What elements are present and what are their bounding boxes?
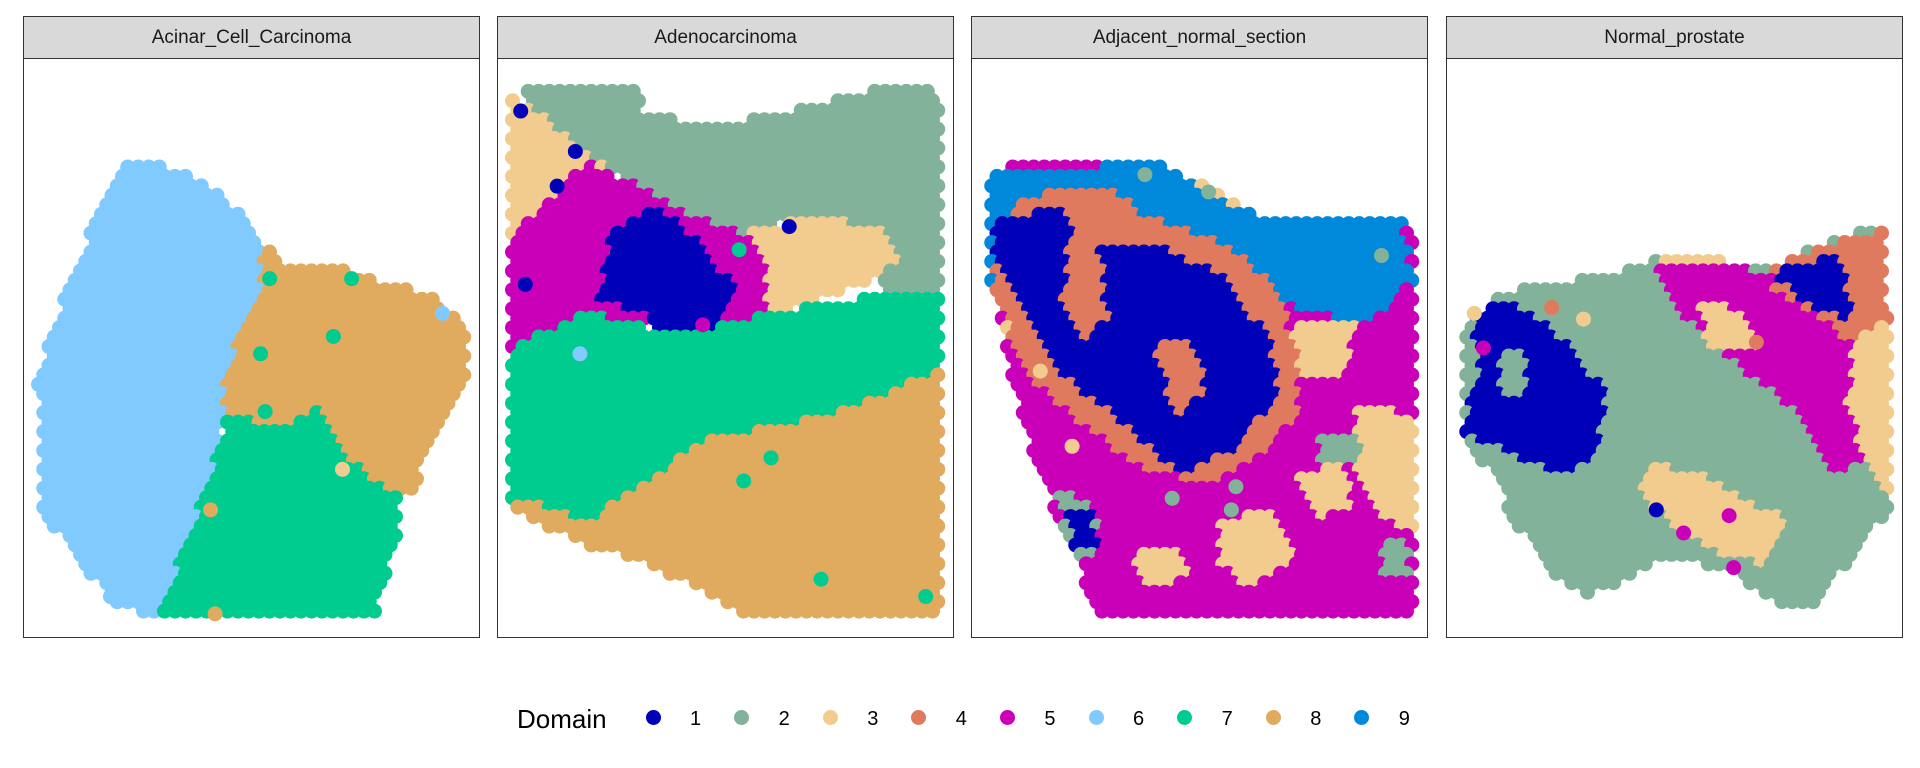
spot xyxy=(736,603,751,619)
spot xyxy=(620,546,636,562)
spot xyxy=(325,603,340,619)
spot xyxy=(594,537,610,553)
spot xyxy=(604,537,620,553)
facet-panel-adenocarcinoma: Adenocarcinoma xyxy=(497,16,954,638)
spot xyxy=(820,603,835,619)
spot xyxy=(720,594,736,610)
spot xyxy=(157,603,172,619)
spot xyxy=(746,603,762,619)
spot xyxy=(262,603,277,619)
spot xyxy=(788,603,804,619)
spatial-scatter xyxy=(505,83,946,619)
spot xyxy=(314,603,330,619)
spot xyxy=(695,317,711,333)
spot xyxy=(904,603,919,619)
spot xyxy=(283,603,298,619)
spot xyxy=(367,603,382,619)
facet-strip-title: Adjacent_normal_section xyxy=(971,16,1428,59)
spot xyxy=(293,603,309,619)
spot xyxy=(781,219,797,235)
spot xyxy=(813,571,829,587)
spot xyxy=(778,603,793,619)
spot xyxy=(403,480,419,496)
spot xyxy=(893,603,909,619)
spot xyxy=(46,518,62,534)
spot xyxy=(646,556,662,572)
spot xyxy=(883,603,898,619)
spatial-plot-area xyxy=(497,58,954,638)
spot xyxy=(841,603,856,619)
spot xyxy=(572,346,588,362)
spot xyxy=(731,242,747,258)
spot xyxy=(136,603,151,619)
spot xyxy=(188,603,204,619)
spot xyxy=(851,603,867,619)
spot xyxy=(356,603,372,619)
spot xyxy=(83,565,99,581)
spot xyxy=(517,276,533,292)
spot xyxy=(809,603,825,619)
facet-strip-title: Adenocarcinoma xyxy=(497,16,954,59)
spot xyxy=(918,589,934,605)
spot xyxy=(257,404,273,420)
spot xyxy=(207,606,223,622)
spot xyxy=(251,603,267,619)
spot xyxy=(335,461,350,477)
spot xyxy=(120,594,136,610)
spatial-plot-area xyxy=(23,58,480,638)
spot xyxy=(510,499,526,515)
spot xyxy=(335,603,351,619)
spot xyxy=(846,272,862,288)
spot xyxy=(435,305,451,321)
spot xyxy=(662,565,678,581)
spot xyxy=(830,282,846,298)
spot xyxy=(820,282,835,298)
spot xyxy=(799,603,814,619)
spot xyxy=(757,603,772,619)
spatial-scatter xyxy=(31,159,472,622)
spot xyxy=(673,565,688,581)
spot xyxy=(736,473,752,489)
spot xyxy=(178,603,193,619)
facet-panel-acinar: Acinar_Cell_Carcinoma xyxy=(23,16,480,638)
spot xyxy=(230,603,246,619)
spot xyxy=(220,603,235,619)
spot xyxy=(567,143,583,159)
spot xyxy=(914,603,930,619)
spot xyxy=(513,103,529,119)
spot xyxy=(262,271,278,287)
spot xyxy=(344,271,360,287)
spatial-scatter xyxy=(984,159,1420,619)
spatial-plot-area xyxy=(971,58,1428,638)
spot xyxy=(830,603,846,619)
spot xyxy=(253,346,269,362)
spot xyxy=(704,584,720,600)
spot xyxy=(346,603,361,619)
facet-panel-adjacent-normal: Adjacent_normal_section xyxy=(971,16,1428,638)
spot xyxy=(583,537,599,553)
spot xyxy=(862,603,877,619)
spot xyxy=(304,603,319,619)
spot xyxy=(541,518,557,534)
spot xyxy=(872,603,888,619)
spot xyxy=(526,509,541,525)
spot xyxy=(688,575,704,591)
spot xyxy=(272,603,288,619)
spot xyxy=(925,603,940,619)
spot xyxy=(856,272,872,288)
spot xyxy=(631,546,646,562)
spot xyxy=(325,328,341,344)
spot xyxy=(549,178,565,194)
spot xyxy=(568,528,583,543)
facet-strip-title: Acinar_Cell_Carcinoma xyxy=(23,16,480,59)
spot xyxy=(167,603,183,619)
spot xyxy=(241,603,256,619)
spot xyxy=(146,603,162,619)
spot xyxy=(102,589,118,605)
spot xyxy=(767,603,783,619)
spot xyxy=(203,502,219,518)
spot xyxy=(552,518,568,534)
spot xyxy=(763,450,779,466)
